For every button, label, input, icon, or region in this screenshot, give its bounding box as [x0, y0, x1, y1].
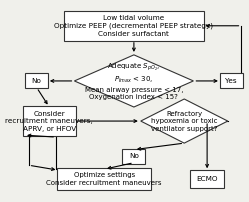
FancyBboxPatch shape: [23, 106, 75, 136]
Polygon shape: [74, 55, 193, 107]
Text: No: No: [129, 153, 139, 159]
Text: Low tidal volume
Optimize PEEP (decremental PEEP strategy)
Consider surfactant: Low tidal volume Optimize PEEP (decremen…: [54, 15, 213, 37]
FancyBboxPatch shape: [57, 168, 151, 190]
Text: No: No: [32, 78, 42, 84]
FancyBboxPatch shape: [25, 73, 48, 88]
FancyBboxPatch shape: [220, 73, 243, 88]
FancyBboxPatch shape: [64, 11, 204, 41]
FancyBboxPatch shape: [123, 149, 145, 164]
Text: Yes: Yes: [225, 78, 237, 84]
Polygon shape: [141, 99, 228, 143]
Text: Refractory
hypoxemia or toxic
ventilator support?: Refractory hypoxemia or toxic ventilator…: [151, 110, 217, 132]
Text: Consider
recruitment maneuvers,
APRV, or HFOV: Consider recruitment maneuvers, APRV, or…: [5, 110, 93, 132]
Text: Adequate $S_{pO_2}$,
$P_{Imax}$ < 30,
Mean airway pressure < 17,
Oxygenation ind: Adequate $S_{pO_2}$, $P_{Imax}$ < 30, Me…: [85, 62, 183, 100]
FancyBboxPatch shape: [190, 170, 224, 188]
Text: Optimize settings
Consider recruitment maneuvers: Optimize settings Consider recruitment m…: [46, 173, 162, 186]
Text: ECMO: ECMO: [196, 176, 218, 182]
